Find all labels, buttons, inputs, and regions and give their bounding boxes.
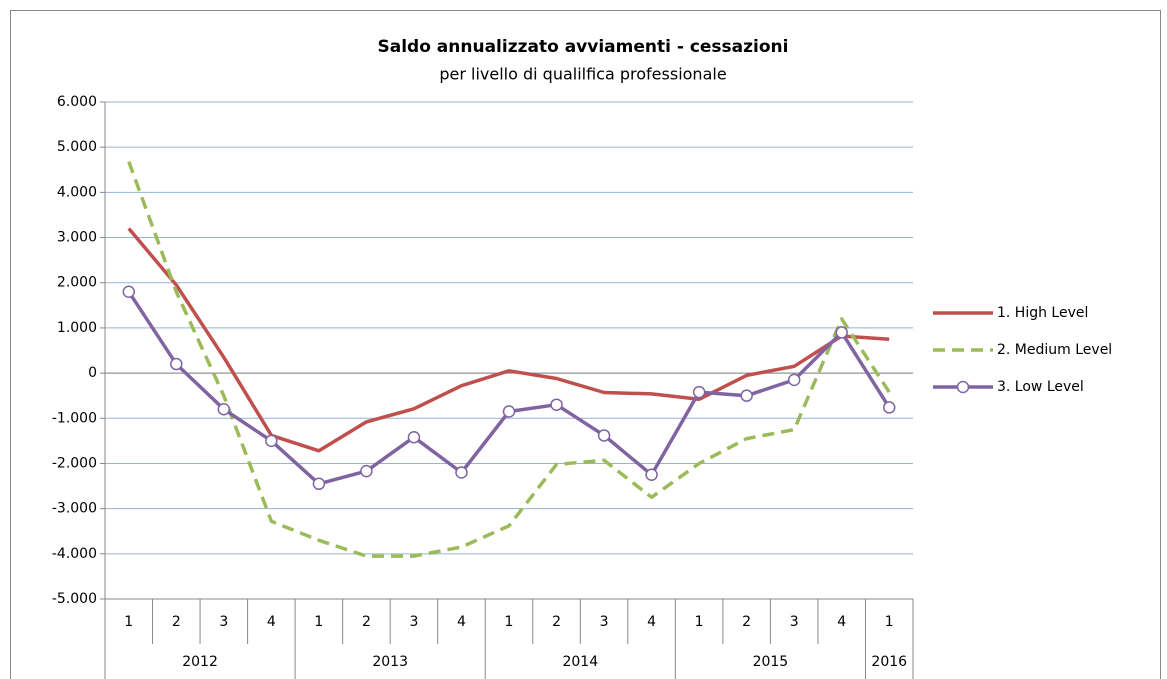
- y-tick-label: 6.000: [57, 94, 97, 110]
- x-tick-label: 1: [314, 614, 323, 630]
- x-tick-label: 3: [600, 614, 609, 630]
- x-tick-label: 2: [362, 614, 371, 630]
- x-tick-label: 1: [505, 614, 514, 630]
- point: [502, 405, 516, 418]
- y-tick-label: -1.000: [52, 410, 97, 426]
- point: [122, 285, 136, 299]
- x-tick-label: 4: [267, 614, 276, 630]
- x-tick-label: 3: [409, 614, 418, 630]
- series-line: [127, 227, 890, 453]
- x-group-label: 2013: [372, 654, 408, 670]
- x-tick-label: 2: [552, 614, 561, 630]
- x-tick-label: 3: [790, 614, 799, 630]
- y-tick-label: -4.000: [52, 546, 97, 562]
- x-tick-label: 1: [124, 614, 133, 630]
- point: [835, 326, 848, 339]
- x-group-label: 2014: [562, 654, 598, 670]
- point: [312, 477, 326, 491]
- chart-subtitle: per livello di qualilfica professionale: [439, 65, 726, 84]
- point: [740, 389, 753, 402]
- point: [882, 401, 896, 414]
- y-tick-label: 4.000: [57, 184, 97, 200]
- point: [360, 464, 373, 478]
- y-tick-label: 2.000: [57, 275, 97, 291]
- legend-label: 2. Medium Level: [997, 342, 1112, 358]
- x-group-label: 2016: [871, 654, 907, 670]
- x-tick-label: 4: [457, 614, 466, 630]
- point: [645, 468, 658, 481]
- y-tick-label: 5.000: [57, 139, 97, 155]
- y-tick-label: -3.000: [52, 501, 97, 517]
- x-tick-label: 4: [647, 614, 656, 630]
- point: [407, 430, 421, 444]
- point: [597, 429, 611, 442]
- chart-frame: [10, 10, 1161, 679]
- y-tick-label: 1.000: [57, 320, 97, 336]
- point: [550, 398, 563, 411]
- series-line: [127, 161, 891, 558]
- point: [455, 466, 468, 479]
- y-tick-label: 0: [88, 365, 97, 381]
- x-tick-label: 1: [695, 614, 704, 630]
- x-tick-label: 2: [742, 614, 751, 630]
- x-tick-label: 1: [885, 614, 894, 630]
- legend-label: 3. Low Level: [997, 379, 1084, 395]
- chart-title: Saldo annualizzato avviamenti - cessazio…: [378, 37, 789, 57]
- y-tick-label: -5.000: [52, 591, 97, 607]
- y-tick-label: 3.000: [57, 230, 97, 246]
- legend-label: 1. High Level: [997, 305, 1088, 321]
- y-tick-label: -2.000: [52, 455, 97, 471]
- point: [692, 385, 706, 399]
- x-group-label: 2015: [753, 654, 789, 670]
- point: [787, 373, 801, 387]
- x-tick-label: 4: [837, 614, 846, 630]
- x-group-label: 2012: [182, 654, 218, 670]
- x-tick-label: 2: [172, 614, 181, 630]
- x-tick-label: 3: [219, 614, 228, 630]
- point: [170, 357, 183, 371]
- legend-marker: [956, 380, 970, 394]
- point: [217, 402, 231, 416]
- point: [265, 434, 278, 448]
